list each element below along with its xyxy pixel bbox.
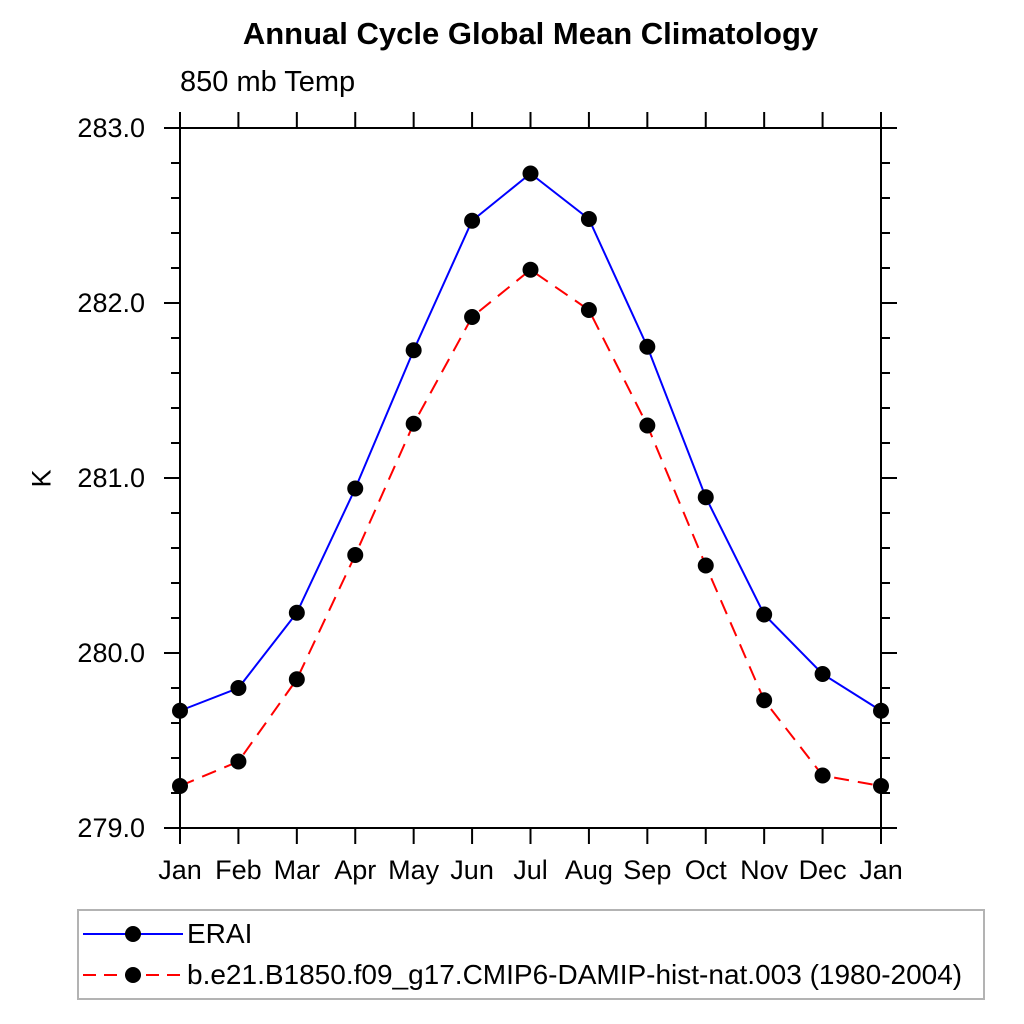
series-line-0	[179, 172, 882, 712]
data-point	[172, 778, 188, 794]
data-point	[288, 671, 305, 688]
x-tick-label: Dec	[799, 855, 847, 885]
x-tick-label: Apr	[334, 855, 376, 885]
data-point	[697, 557, 714, 574]
data-point	[814, 666, 831, 682]
legend-label-model: b.e21.B1850.f09_g17.CMIP6-DAMIP-hist-nat…	[187, 959, 963, 990]
x-tick-label: Aug	[565, 855, 613, 885]
x-tick-label: May	[388, 855, 440, 885]
x-tick-label: Oct	[685, 855, 728, 885]
data-point	[580, 302, 597, 318]
data-point	[347, 480, 364, 497]
legend-marker-dot	[125, 926, 141, 942]
tick-labels: Jan Feb Mar Apr May Jun Jul Aug Sep Oct Nov Dec Jan 2…	[77, 113, 902, 885]
data-point	[172, 702, 188, 719]
x-tick-label: Jul	[513, 855, 548, 885]
legend-item-erai: ERAI	[81, 914, 983, 955]
x-tick-label: Jan	[158, 855, 202, 885]
x-tick-label: Jan	[859, 855, 903, 885]
data-point	[814, 767, 831, 784]
data-point	[288, 604, 305, 621]
series-line-1	[179, 268, 882, 787]
data-point	[639, 338, 656, 355]
data-point	[756, 692, 773, 709]
legend-item-model: b.e21.B1850.f09_g17.CMIP6-DAMIP-hist-nat…	[81, 955, 983, 996]
y-tick-label: 280.0	[77, 638, 145, 668]
y-tick-label: 282.0	[77, 288, 145, 318]
x-tick-label: Nov	[740, 855, 789, 885]
y-tick-label: 281.0	[77, 463, 145, 493]
legend-label-erai: ERAI	[187, 918, 253, 949]
axes-frame	[179, 127, 882, 829]
data-point	[697, 489, 714, 506]
data-point	[347, 547, 364, 563]
data-point	[464, 309, 481, 325]
data-point	[522, 165, 539, 182]
legend-box: ERAI b.e21.B1850.f09_g17.CMIP6-DAMIP-his…	[77, 909, 985, 1000]
legend-marker-dot	[125, 967, 141, 983]
legend-line-sample-model	[83, 967, 183, 983]
y-tick-label: 279.0	[77, 813, 145, 843]
plot-frame	[179, 127, 882, 829]
data-point	[756, 606, 773, 623]
data-point	[464, 212, 481, 229]
data-point	[230, 680, 247, 696]
data-point	[522, 261, 539, 278]
legend-line-sample-erai	[83, 926, 183, 942]
x-tick-label: Mar	[274, 855, 321, 885]
x-tick-label: Feb	[215, 855, 262, 885]
x-tick-label: Sep	[623, 855, 671, 885]
y-tick-label: 283.0	[77, 113, 145, 143]
x-tick-label: Jun	[450, 855, 494, 885]
data-point	[873, 778, 889, 794]
chart-title: Annual Cycle Global Mean Climatology	[242, 16, 819, 51]
data-point	[230, 753, 247, 770]
data-point	[639, 417, 656, 434]
data-point	[580, 211, 597, 227]
axis-ticks	[164, 112, 897, 844]
data-point	[405, 415, 422, 432]
chart-subtitle: 850 mb Temp	[180, 66, 356, 98]
data-series	[172, 165, 889, 794]
data-point	[405, 342, 422, 359]
data-point	[873, 702, 889, 719]
